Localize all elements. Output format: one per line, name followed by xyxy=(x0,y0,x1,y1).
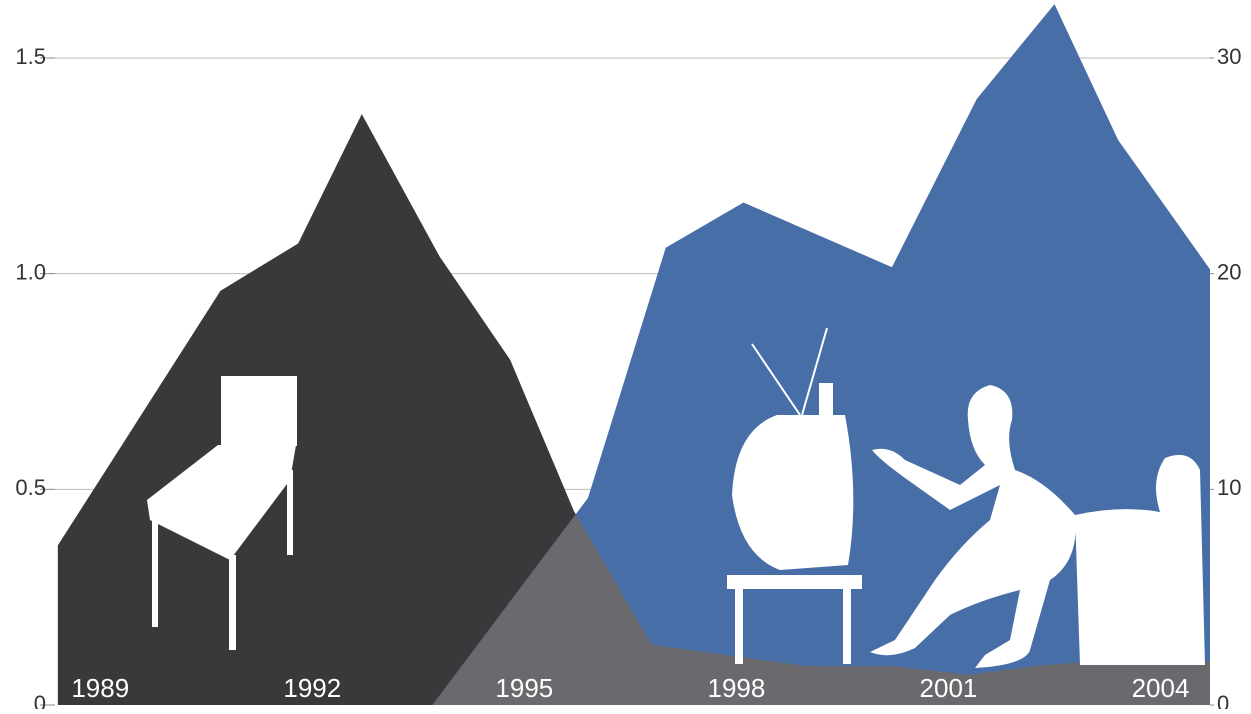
x-tick-label: 1992 xyxy=(283,673,341,703)
y2-tick-label: 10 xyxy=(1217,475,1241,500)
pinball-leg xyxy=(287,470,293,555)
x-tick-label: 1998 xyxy=(707,673,765,703)
x-tick-label: 2001 xyxy=(920,673,978,703)
tv xyxy=(732,415,853,570)
table-leg xyxy=(735,589,743,664)
x-tick-label: 1989 xyxy=(71,673,129,703)
tv-box xyxy=(819,383,833,418)
y2-tick-label: 30 xyxy=(1217,44,1241,69)
table-leg xyxy=(843,589,851,664)
x-tick-label: 1995 xyxy=(495,673,553,703)
pinball-leg xyxy=(229,555,236,650)
tv-table xyxy=(727,575,862,589)
y2-tick-label: 20 xyxy=(1217,259,1241,284)
y-tick-label: 0 xyxy=(34,691,46,709)
pinball-leg xyxy=(152,515,158,627)
y-tick-label: 1.0 xyxy=(15,259,46,284)
y-tick-label: 1.5 xyxy=(15,44,46,69)
chart: 0 0.5 1.0 1.5 0 10 20 30 1989 1992 1995 1998 2001 200… xyxy=(0,0,1251,709)
y-tick-label: 0.5 xyxy=(15,475,46,500)
pinball-backbox xyxy=(221,376,297,446)
y2-tick-label: 0 xyxy=(1217,691,1229,709)
x-tick-label: 2004 xyxy=(1132,673,1190,703)
